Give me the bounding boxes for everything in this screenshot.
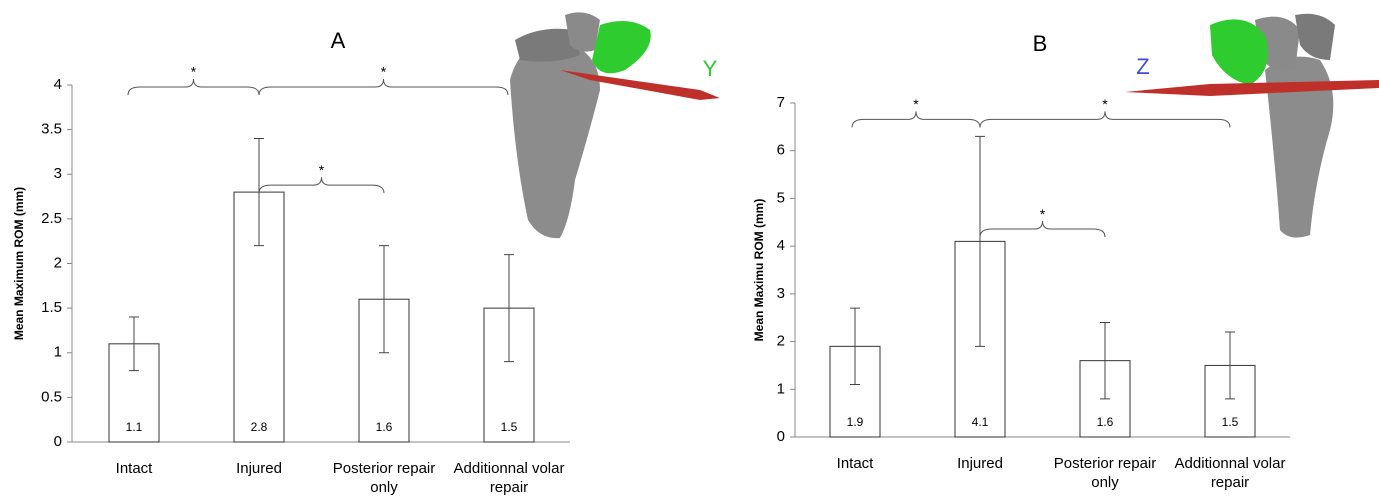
x-tick-label: Intact — [115, 460, 153, 477]
x-tick-label: Injured — [236, 460, 282, 477]
error-bar — [1100, 321, 1110, 400]
bone-illustration — [1125, 13, 1379, 238]
x-tick-label: Posterior repair only — [1053, 455, 1157, 491]
error-bar — [975, 135, 985, 347]
y-tick-label: 4 — [54, 76, 62, 93]
error-bar — [850, 307, 860, 386]
error-bar — [129, 316, 139, 372]
y-tick-label: 5 — [777, 189, 785, 206]
significance-brace — [127, 78, 260, 96]
value-label: 1.5 — [1222, 415, 1239, 429]
significance-label: * — [381, 64, 387, 80]
y-tick-label: 7 — [777, 94, 785, 111]
y-tick-label: 0.5 — [41, 388, 62, 405]
significance-brace — [851, 111, 981, 128]
chart-title: A — [331, 28, 346, 53]
y-axis-label: Mean Maximu ROM (mm) — [752, 199, 766, 342]
value-label: 1.5 — [501, 420, 518, 434]
y-tick-label: 0 — [54, 433, 62, 450]
axis-marker: Z — [1136, 54, 1149, 79]
x-tick-label: Additionnal volar repair — [1174, 455, 1286, 491]
significance-label: * — [319, 162, 325, 178]
significance-brace — [258, 78, 509, 96]
x-tick-label: Injured — [957, 455, 1003, 472]
x-tick-label: Intact — [836, 455, 874, 472]
y-tick-label: 3 — [54, 165, 62, 182]
value-label: 1.6 — [376, 420, 393, 434]
chart-title: B — [1033, 31, 1048, 56]
significance-brace — [979, 111, 1231, 128]
value-label: 2.8 — [251, 420, 268, 434]
y-tick-label: 0 — [777, 428, 785, 445]
x-tick-label: Additionnal volar repair — [453, 460, 565, 496]
axis-marker: Y — [703, 56, 718, 81]
y-tick-label: 2 — [54, 254, 62, 271]
y-axis-label: Mean Maximum ROM (mm) — [12, 187, 26, 340]
bone-illustration — [510, 12, 720, 239]
y-tick-label: 1.5 — [41, 299, 62, 316]
error-bar — [504, 254, 514, 363]
y-tick-label: 6 — [777, 142, 785, 159]
value-label: 1.6 — [1097, 415, 1114, 429]
y-tick-label: 4 — [777, 237, 785, 254]
significance-label: * — [1102, 96, 1108, 112]
error-bar — [379, 245, 389, 354]
significance-label: * — [913, 96, 919, 112]
significance-label: * — [191, 64, 197, 80]
significance-label: * — [1040, 206, 1046, 222]
x-tick-label: Posterior repair only — [332, 460, 436, 496]
error-bar — [1225, 331, 1235, 400]
value-label: 4.1 — [972, 415, 989, 429]
y-tick-label: 1 — [777, 380, 785, 397]
y-tick-label: 3 — [777, 285, 785, 302]
y-tick-label: 1 — [54, 344, 62, 361]
y-tick-label: 2.5 — [41, 210, 62, 227]
significance-brace — [258, 177, 385, 194]
y-tick-label: 3.5 — [41, 121, 62, 138]
significance-brace — [979, 221, 1106, 238]
y-tick-label: 2 — [777, 333, 785, 350]
bar — [483, 307, 535, 443]
value-label: 1.1 — [126, 420, 143, 434]
value-label: 1.9 — [847, 415, 864, 429]
